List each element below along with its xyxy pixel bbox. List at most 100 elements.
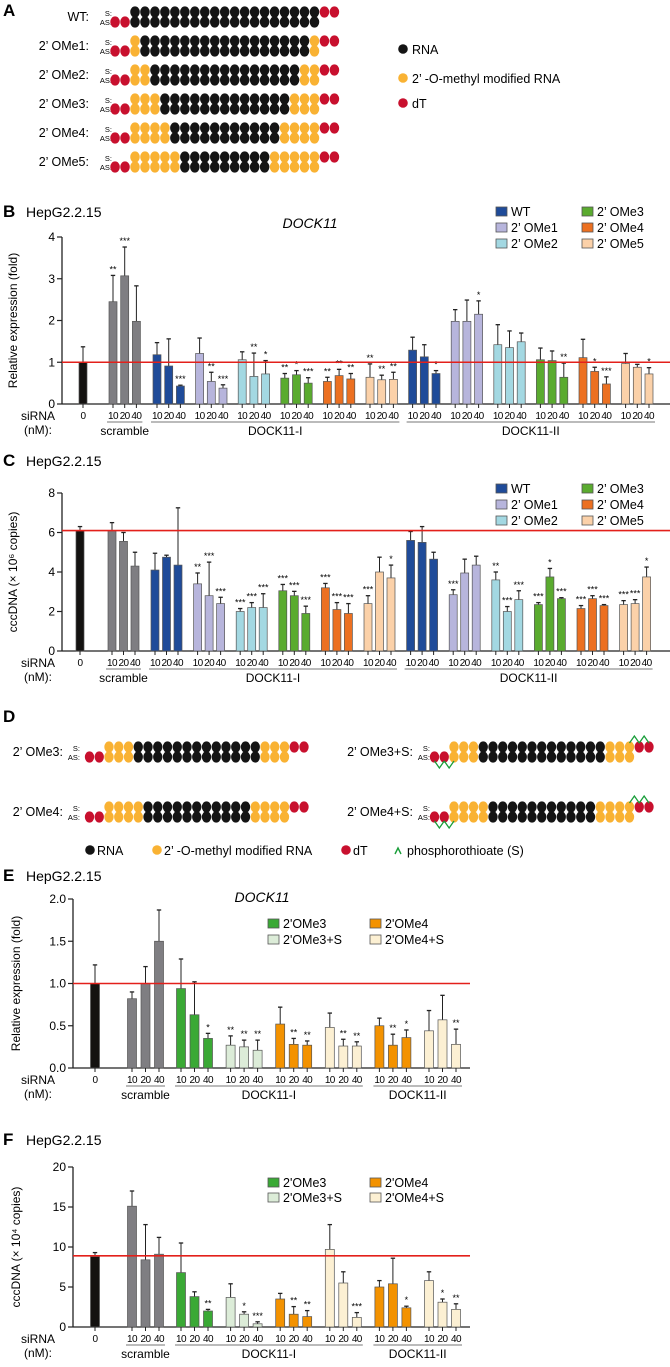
bar [216, 603, 225, 652]
antisense-nucleotide [140, 45, 150, 57]
significance-label: * [389, 554, 393, 564]
bar [619, 604, 628, 652]
x-tick-label: 20 [338, 1334, 349, 1345]
x-tick-label: 40 [258, 658, 269, 669]
bar [288, 1043, 299, 1069]
antisense-nucleotide [170, 103, 180, 115]
bar [119, 541, 128, 652]
sense-nucleotide [180, 64, 190, 76]
antisense-nucleotide [123, 751, 134, 763]
antisense-nucleotide [160, 16, 170, 28]
sense-strand-label: S: [105, 125, 112, 134]
antisense-strand-label: AS: [100, 105, 112, 114]
antisense-nucleotide [478, 751, 488, 763]
bar [247, 607, 257, 652]
bar [239, 1046, 249, 1069]
bar [324, 1027, 335, 1069]
sense-nucleotide [239, 93, 250, 105]
x-tick-label: 20 [206, 411, 217, 422]
y-tick-label: 3 [48, 272, 55, 286]
antisense-nucleotide [130, 16, 140, 28]
bar [474, 313, 483, 405]
sense-nucleotide [231, 741, 241, 753]
significance-label: ** [208, 361, 216, 371]
significance-label: *** [175, 374, 186, 384]
sense-nucleotide [279, 6, 290, 18]
bar [431, 373, 441, 405]
sense-nucleotide [249, 6, 260, 18]
sense-nucleotide [459, 801, 469, 813]
antisense-nucleotide [546, 751, 557, 763]
bar [588, 598, 597, 652]
sense-nucleotide [289, 151, 300, 163]
sense-nucleotide [162, 741, 173, 753]
group-label: DOCK11-I [246, 671, 300, 685]
significance-label: *** [514, 580, 525, 590]
x-tick-label: 10 [320, 658, 331, 669]
antisense-nucleotide [170, 16, 180, 28]
antisense-nucleotide [190, 132, 200, 144]
antisense-nucleotide [260, 811, 270, 823]
sense-nucleotide [259, 122, 270, 134]
significance-label: ** [390, 361, 398, 371]
sense-nucleotide [219, 93, 230, 105]
y-tick-label: 10 [53, 1240, 67, 1254]
x-tick-label: 40 [471, 658, 482, 669]
y-tick-label: 8 [48, 486, 55, 500]
sense-nucleotide [269, 35, 280, 47]
bar [108, 301, 118, 405]
sense-nucleotide [299, 93, 310, 105]
x-tick-label: 20 [588, 658, 599, 669]
bar [154, 940, 164, 1069]
sense-nucleotide [192, 741, 202, 753]
antisense-nucleotide [595, 811, 605, 823]
antisense-nucleotide [239, 103, 250, 115]
significance-label: ** [492, 561, 500, 571]
x-tick-label: 10 [448, 658, 459, 669]
x-tick-label: 20 [190, 1075, 201, 1086]
bar-group-ome4: 10 ** 20 * 40 [374, 1017, 413, 1086]
antisense-nucleotide [153, 811, 163, 823]
sense-dT-overhang [319, 64, 330, 76]
duplex-label: 2’ OMe4: [39, 126, 89, 140]
legend-label: RNA [97, 844, 124, 858]
bar-group-ome2: 10 ** 20 * 40 [237, 342, 272, 422]
significance-label: ** [347, 363, 355, 373]
sense-nucleotide [269, 122, 280, 134]
sense-nucleotide [615, 801, 625, 813]
antisense-nucleotide [170, 132, 180, 144]
x-tick-label: 20 [377, 411, 388, 422]
panel-d-duplex-diagrams: D2’ OMe3: S:AS:2’ OMe4: S:AS:2’ OMe3+S: S:A… [3, 707, 654, 858]
bar [377, 379, 387, 405]
x-tick-label: 40 [559, 411, 570, 422]
legend-swatch [581, 499, 594, 510]
sense-nucleotide [190, 93, 200, 105]
bar [176, 385, 185, 405]
sense-nucleotide [130, 93, 140, 105]
antisense-strand-label: AS: [100, 47, 112, 56]
antisense-nucleotide [211, 751, 221, 763]
antisense-nucleotide [299, 161, 310, 173]
ome-legend-dot-icon [152, 845, 162, 855]
bar [280, 377, 290, 405]
significance-label: ** [281, 363, 289, 373]
ome-legend-dot-icon [398, 73, 408, 83]
sense-nucleotide [615, 741, 625, 753]
antisense-nucleotide [299, 103, 310, 115]
sense-nucleotide [209, 35, 220, 47]
x-tick-label: 20 [247, 658, 258, 669]
bar [514, 599, 524, 652]
x-tick-label: 10 [280, 411, 291, 422]
antisense-nucleotide [478, 811, 488, 823]
sense-nucleotide [153, 741, 163, 753]
sense-nucleotide [249, 151, 260, 163]
phosphorothioate-icon [433, 760, 455, 770]
x-tick-label: 10 [493, 411, 504, 422]
antisense-nucleotide [269, 45, 280, 57]
bar [288, 1313, 299, 1328]
bar [225, 1044, 236, 1069]
x-tick-label: 10 [275, 1334, 286, 1345]
sense-nucleotide [507, 801, 518, 813]
antisense-nucleotide [231, 751, 241, 763]
antisense-dT-overhang [110, 132, 120, 144]
